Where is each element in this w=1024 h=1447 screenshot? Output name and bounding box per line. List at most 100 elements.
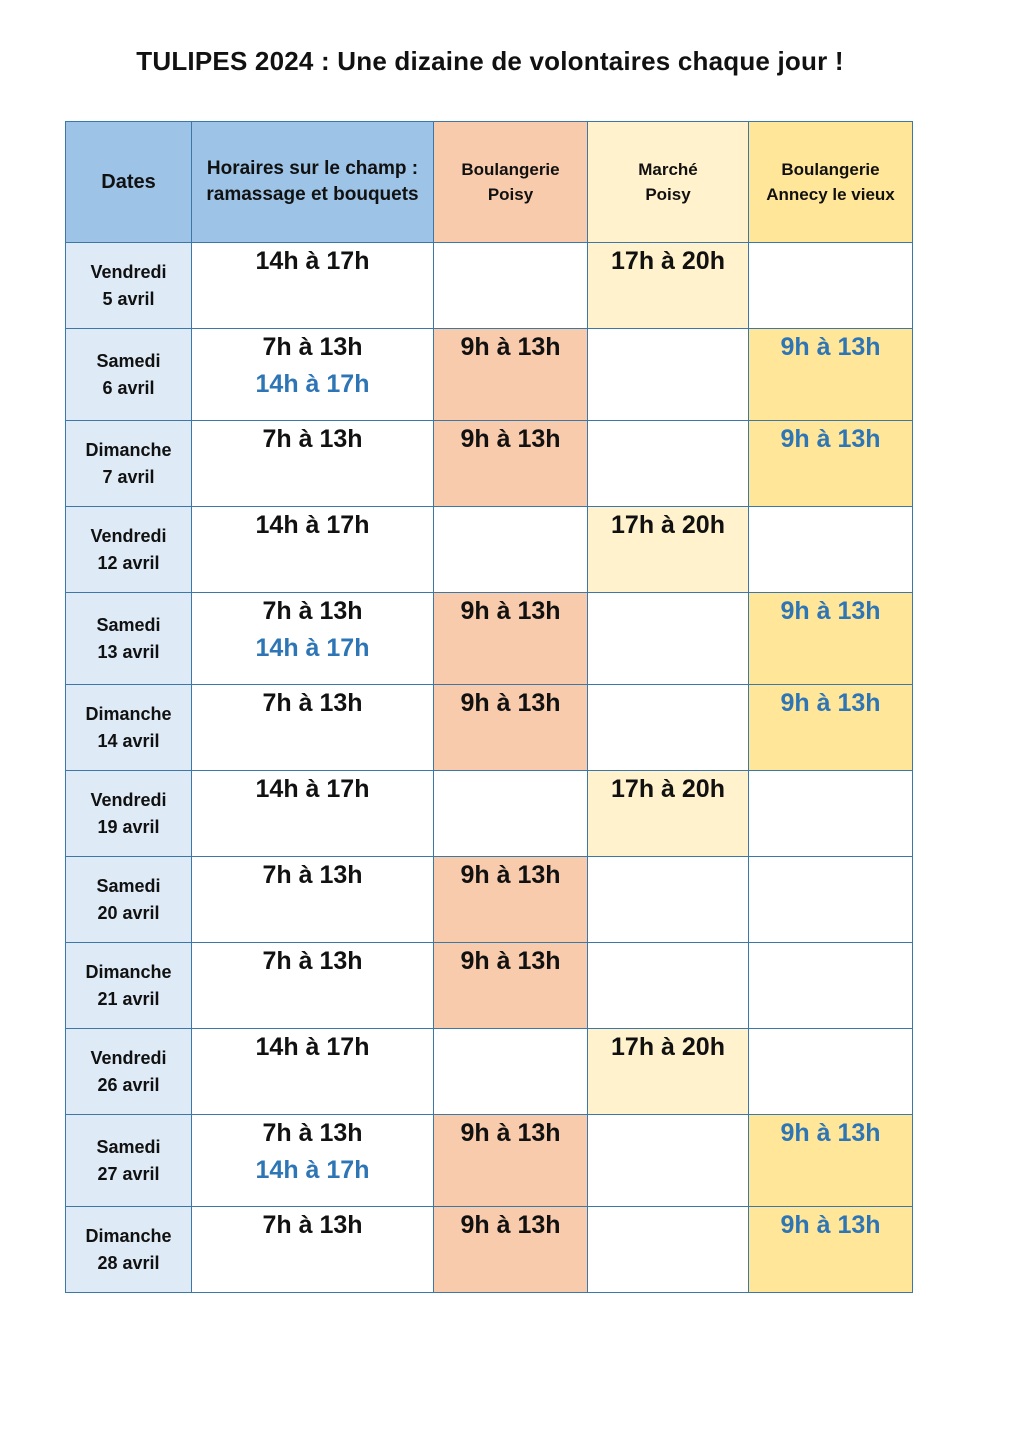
champ-slot: 14h à 17h	[255, 775, 370, 803]
boulangerie-annecy-slot: 9h à 13h	[780, 1211, 881, 1239]
table-row: Dimanche 14 avril 7h à 13h 9h à 13h 9h à 13h	[65, 684, 913, 771]
marche-poisy-cell: 17h à 20h	[587, 242, 749, 329]
table-row: Samedi 20 avril 7h à 13h 9h à 13h	[65, 856, 913, 943]
boulangerie-poisy-cell: 9h à 13h	[433, 592, 588, 685]
marche-poisy-cell	[587, 592, 749, 685]
champ-cell: 7h à 13h	[191, 420, 434, 507]
boulangerie-annecy-cell: 9h à 13h	[748, 1206, 913, 1293]
boulangerie-annecy-slot: 9h à 13h	[780, 1119, 881, 1147]
date-cell: Vendredi 12 avril	[65, 506, 192, 593]
boulangerie-poisy-cell: 9h à 13h	[433, 328, 588, 421]
header-boulangerie-annecy: Boulangerie Annecy le vieux	[748, 121, 913, 243]
champ-cell: 7h à 13h	[191, 1206, 434, 1293]
marche-poisy-cell: 17h à 20h	[587, 506, 749, 593]
table-row: Dimanche 21 avril 7h à 13h 9h à 13h	[65, 942, 913, 1029]
header-boulangerie-poisy-line2: Poisy	[487, 185, 534, 204]
champ-slot: 7h à 13h	[262, 425, 363, 453]
boulangerie-annecy-cell: 9h à 13h	[748, 328, 913, 421]
schedule-body: Vendredi 5 avril 14h à 17h 17h à 20h Samedi 6…	[65, 242, 913, 1293]
table-row: Vendredi 26 avril 14h à 17h 17h à 20h	[65, 1028, 913, 1115]
header-champ-line1: Horaires sur le champ :	[206, 158, 419, 179]
marche-poisy-cell	[587, 420, 749, 507]
date-cell: Dimanche 14 avril	[65, 684, 192, 771]
boulangerie-poisy-cell	[433, 770, 588, 857]
boulangerie-poisy-cell: 9h à 13h	[433, 942, 588, 1029]
boulangerie-annecy-slot: 9h à 13h	[780, 333, 881, 361]
date-cell: Dimanche 21 avril	[65, 942, 192, 1029]
marche-poisy-cell	[587, 328, 749, 421]
boulangerie-poisy-cell	[433, 242, 588, 329]
boulangerie-poisy-cell: 9h à 13h	[433, 684, 588, 771]
date-label: 7 avril	[102, 466, 155, 487]
boulangerie-annecy-cell: 9h à 13h	[748, 592, 913, 685]
marche-poisy-slot: 17h à 20h	[611, 1033, 725, 1061]
day-label: Samedi	[96, 350, 161, 371]
page-title: TULIPES 2024 : Une dizaine de volontaire…	[136, 46, 844, 76]
champ-slot: 7h à 13h	[262, 861, 363, 889]
date-label: 20 avril	[97, 902, 160, 923]
boulangerie-poisy-slot: 9h à 13h	[460, 689, 561, 717]
day-label: Dimanche	[85, 1225, 172, 1246]
marche-poisy-cell	[587, 856, 749, 943]
boulangerie-poisy-slot: 9h à 13h	[460, 1211, 561, 1239]
header-boulangerie-annecy-line1: Boulangerie	[781, 160, 880, 179]
boulangerie-annecy-cell	[748, 242, 913, 329]
marche-poisy-cell	[587, 684, 749, 771]
header-dates: Dates	[65, 121, 192, 243]
champ-cell: 14h à 17h	[191, 1028, 434, 1115]
champ-slot: 7h à 13h	[262, 689, 363, 717]
champ-cell: 14h à 17h	[191, 770, 434, 857]
table-row: Vendredi 12 avril 14h à 17h 17h à 20h	[65, 506, 913, 593]
boulangerie-poisy-slot: 9h à 13h	[460, 333, 561, 361]
table-row: Samedi 27 avril 7h à 13h 14h à 17h 9h à 13h 9…	[65, 1114, 913, 1207]
boulangerie-poisy-slot: 9h à 13h	[460, 1119, 561, 1147]
marche-poisy-slot: 17h à 20h	[611, 511, 725, 539]
date-cell: Vendredi 5 avril	[65, 242, 192, 329]
header-row: Dates Horaires sur le champ : ramassage …	[65, 121, 913, 243]
day-label: Samedi	[96, 614, 161, 635]
boulangerie-poisy-slot: 9h à 13h	[460, 861, 561, 889]
header-champ-line2: ramassage et bouquets	[206, 184, 419, 205]
boulangerie-annecy-cell: 9h à 13h	[748, 1114, 913, 1207]
marche-poisy-cell	[587, 1114, 749, 1207]
date-cell: Vendredi 26 avril	[65, 1028, 192, 1115]
boulangerie-annecy-slot: 9h à 13h	[780, 425, 881, 453]
day-label: Vendredi	[90, 1047, 167, 1068]
date-label: 28 avril	[97, 1252, 160, 1273]
date-cell: Dimanche 28 avril	[65, 1206, 192, 1293]
marche-poisy-cell	[587, 1206, 749, 1293]
marche-poisy-cell: 17h à 20h	[587, 1028, 749, 1115]
date-label: 21 avril	[97, 988, 160, 1009]
champ-slot-afternoon: 14h à 17h	[255, 1156, 370, 1184]
date-label: 27 avril	[97, 1163, 160, 1184]
date-cell: Samedi 20 avril	[65, 856, 192, 943]
date-label: 14 avril	[97, 730, 160, 751]
header-boulangerie-annecy-line2: Annecy le vieux	[766, 185, 895, 204]
table-row: Vendredi 19 avril 14h à 17h 17h à 20h	[65, 770, 913, 857]
marche-poisy-cell: 17h à 20h	[587, 770, 749, 857]
boulangerie-poisy-slot: 9h à 13h	[460, 597, 561, 625]
date-label: 19 avril	[97, 816, 160, 837]
champ-cell: 7h à 13h	[191, 856, 434, 943]
day-label: Vendredi	[90, 261, 167, 282]
day-label: Samedi	[96, 1136, 161, 1157]
boulangerie-poisy-slot: 9h à 13h	[460, 947, 561, 975]
date-cell: Dimanche 7 avril	[65, 420, 192, 507]
date-label: 5 avril	[102, 288, 155, 309]
boulangerie-annecy-slot: 9h à 13h	[780, 597, 881, 625]
table-row: Vendredi 5 avril 14h à 17h 17h à 20h	[65, 242, 913, 329]
champ-slot: 7h à 13h	[262, 947, 363, 975]
header-marche-poisy-line2: Poisy	[645, 185, 691, 204]
champ-cell: 14h à 17h	[191, 506, 434, 593]
header-boulangerie-poisy: Boulangerie Poisy	[433, 121, 588, 243]
champ-slot: 14h à 17h	[255, 247, 370, 275]
champ-cell: 7h à 13h 14h à 17h	[191, 1114, 434, 1207]
champ-slot: 14h à 17h	[255, 1033, 370, 1061]
champ-slot-afternoon: 14h à 17h	[255, 634, 370, 662]
boulangerie-poisy-cell	[433, 1028, 588, 1115]
boulangerie-poisy-cell: 9h à 13h	[433, 420, 588, 507]
header-boulangerie-poisy-line1: Boulangerie	[461, 160, 560, 179]
date-cell: Vendredi 19 avril	[65, 770, 192, 857]
champ-slot: 7h à 13h	[262, 597, 363, 625]
champ-slot: 7h à 13h	[262, 1119, 363, 1147]
